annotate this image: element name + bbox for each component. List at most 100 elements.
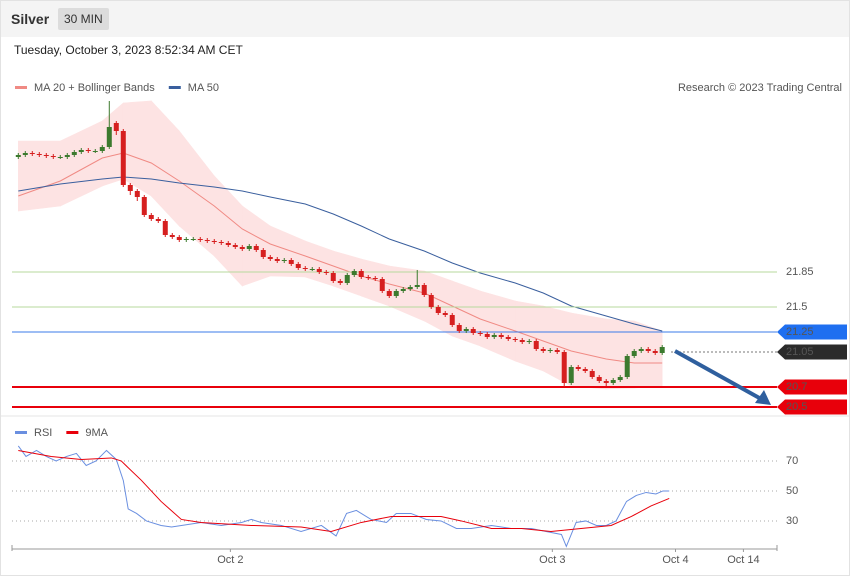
- date-line: Tuesday, October 3, 2023 8:52:34 AM CET: [14, 43, 243, 57]
- x-tick-label: Oct 14: [727, 554, 759, 566]
- candle-body: [631, 351, 637, 356]
- instrument-title: Silver: [11, 11, 50, 27]
- indicator-line: [18, 449, 670, 532]
- candle-body: [85, 150, 91, 151]
- candle-body: [575, 367, 581, 369]
- bollinger-band: [150, 100, 180, 227]
- candle-body: [603, 381, 609, 383]
- level-label: 21.5: [786, 301, 807, 313]
- candle-body: [456, 325, 462, 331]
- candle-body: [358, 271, 364, 277]
- candle-body: [316, 269, 322, 272]
- legend-label: RSI: [34, 427, 52, 439]
- credit: Research © 2023 Trading Central: [678, 82, 842, 94]
- candle-body: [29, 153, 35, 154]
- candle-body: [120, 131, 126, 185]
- candle-body: [176, 237, 182, 240]
- candle-body: [267, 257, 273, 259]
- ma-line: [18, 152, 663, 364]
- bollinger-band: [479, 290, 516, 362]
- candle-body: [463, 329, 469, 331]
- candle-body: [197, 239, 203, 240]
- legend-swatch: [15, 86, 27, 89]
- candle-body: [337, 281, 343, 283]
- level-label-box: [777, 399, 847, 415]
- candle-body: [554, 350, 560, 352]
- candle-body: [526, 341, 532, 342]
- y-tick-label: 30: [786, 515, 798, 527]
- level-label-box: [777, 344, 847, 360]
- timeframe-button[interactable]: 30 MIN: [58, 8, 109, 30]
- level-label-box: [777, 324, 847, 340]
- candle-body: [260, 250, 266, 257]
- candle-body: [323, 272, 329, 273]
- candle-body: [204, 240, 210, 241]
- candle-body: [232, 245, 238, 247]
- candle-body: [92, 151, 98, 152]
- candle-body: [617, 377, 623, 380]
- candle-body: [652, 351, 658, 353]
- x-tick-label: Oct 2: [217, 554, 243, 566]
- candle-body: [589, 371, 595, 377]
- bollinger-band: [269, 225, 306, 278]
- candle-body: [568, 367, 574, 383]
- candle-body: [407, 287, 413, 289]
- bollinger-band: [451, 280, 481, 347]
- legend-label: MA 20 + Bollinger Bands: [34, 82, 155, 94]
- y-tick-label: 50: [786, 485, 798, 497]
- candle-body: [22, 153, 28, 155]
- candle-body: [281, 260, 287, 261]
- candle-body: [225, 243, 231, 245]
- candle-body: [148, 215, 154, 219]
- level-label: 20.5: [786, 401, 807, 413]
- legend-swatch: [15, 431, 27, 434]
- candle-body: [351, 271, 357, 275]
- candle-body: [638, 349, 644, 351]
- candle-body: [162, 221, 168, 235]
- legend-label: MA 50: [188, 82, 219, 94]
- candle-body: [169, 235, 175, 237]
- candle-body: [365, 277, 371, 278]
- legend-swatch: [66, 431, 79, 434]
- candle-body: [43, 155, 49, 156]
- candle-body: [253, 246, 259, 250]
- legend-swatch: [168, 86, 181, 89]
- candle-body: [71, 152, 77, 155]
- candle-body: [491, 335, 497, 337]
- candle-body: [533, 341, 539, 349]
- candle-body: [183, 239, 189, 240]
- x-tick-label: Oct 3: [539, 554, 565, 566]
- candle-body: [113, 123, 119, 131]
- candle-body: [498, 335, 504, 337]
- bollinger-band: [213, 175, 243, 287]
- candle-body: [561, 352, 567, 383]
- candle-body: [610, 380, 616, 383]
- bollinger-band: [101, 102, 124, 187]
- candle-body: [211, 241, 217, 242]
- candle-body: [400, 289, 406, 291]
- legend-label: 9MA: [85, 427, 108, 439]
- candle-body: [36, 154, 42, 155]
- level-label: 21.25: [786, 326, 814, 338]
- level-label: 20.7: [786, 381, 807, 393]
- ma-line: [18, 176, 663, 332]
- candle-body: [274, 259, 280, 261]
- candle-body: [218, 242, 224, 243]
- projection-arrowhead: [755, 390, 771, 405]
- candle-body: [477, 333, 483, 334]
- candle-body: [134, 191, 140, 197]
- candle-body: [295, 264, 301, 268]
- bollinger-band: [59, 120, 103, 207]
- candle-body: [246, 246, 252, 249]
- candle-body: [512, 339, 518, 340]
- projection-arrow: [674, 349, 764, 402]
- candle-body: [50, 156, 56, 157]
- candle-body: [435, 307, 441, 313]
- candle-body: [659, 347, 665, 353]
- candle-body: [330, 273, 336, 281]
- header-bar: Silver 30 MIN: [1, 1, 849, 37]
- candle-body: [239, 247, 245, 249]
- candle-body: [106, 127, 112, 147]
